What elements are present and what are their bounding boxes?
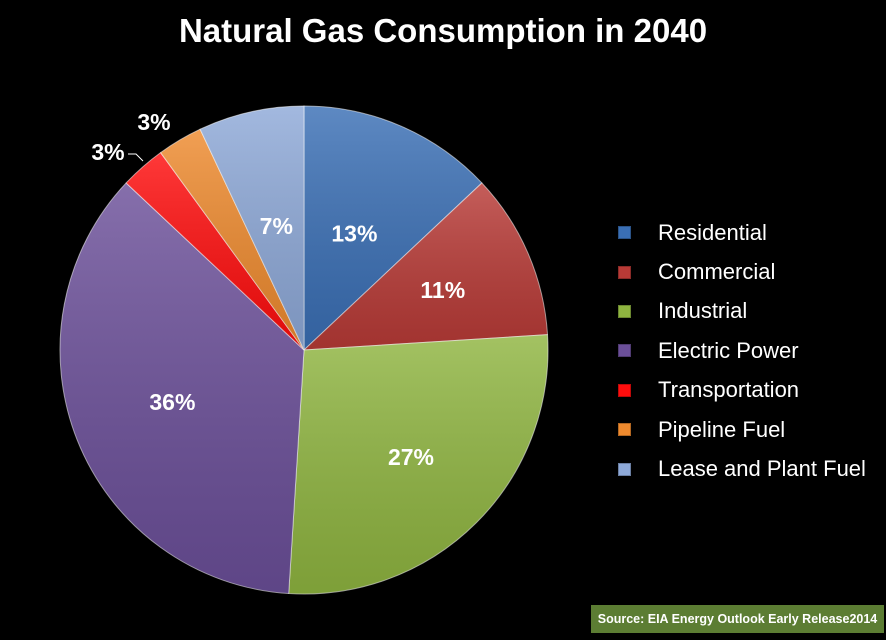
pie-slice-shading (160, 129, 304, 350)
legend-swatch (618, 423, 631, 437)
pie-slice-shading (288, 334, 549, 595)
pie-slice-shading (304, 182, 548, 350)
legend-item-pipeline-fuel: Pipeline Fuel (618, 410, 866, 449)
legend-swatch (618, 462, 631, 476)
legend-item-lease-and-plant-fuel: Lease and Plant Fuel (618, 449, 866, 488)
data-label-commercial: 11% (420, 277, 465, 303)
data-label-lease-and-plant-fuel: 7% (260, 213, 293, 239)
data-label-residential: 13% (331, 221, 377, 247)
legend-swatch (618, 304, 631, 318)
legend-label: Transportation (658, 377, 800, 403)
data-label-electric-power: 36% (149, 389, 195, 415)
legend-label: Commercial (658, 259, 776, 285)
data-label-pipeline-fuel: 3% (137, 109, 170, 135)
data-label-industrial: 27% (388, 444, 434, 470)
legend-item-residential: Residential (618, 213, 866, 252)
legend: Residential Commercial Industrial Electric … (618, 213, 866, 489)
legend-swatch (618, 265, 631, 279)
legend-swatch (618, 344, 631, 358)
data-label-transportation: 3% (91, 139, 124, 165)
legend-item-electric-power: Electric Power (618, 331, 866, 370)
legend-swatch (618, 383, 631, 397)
legend-item-industrial: Industrial (618, 292, 866, 331)
legend-label: Pipeline Fuel (658, 416, 786, 442)
pie-slice-shading (126, 152, 304, 350)
legend-label: Lease and Plant Fuel (658, 456, 866, 482)
legend-swatch (618, 226, 631, 240)
legend-label: Electric Power (658, 337, 799, 363)
chart-title: Natural Gas Consumption in 2040 (178, 12, 708, 49)
leader-line-transportation (128, 153, 144, 162)
legend-label: Residential (658, 219, 767, 245)
legend-label: Industrial (658, 298, 748, 324)
pie-slice-shading (200, 106, 304, 350)
legend-item-transportation: Transportation (618, 371, 866, 410)
legend-item-commercial: Commercial (618, 252, 866, 291)
source-note: Source: EIA Energy Outlook Early Release… (591, 605, 884, 633)
pie-slice-shading (304, 106, 482, 350)
pie-slice-shading (59, 182, 304, 594)
